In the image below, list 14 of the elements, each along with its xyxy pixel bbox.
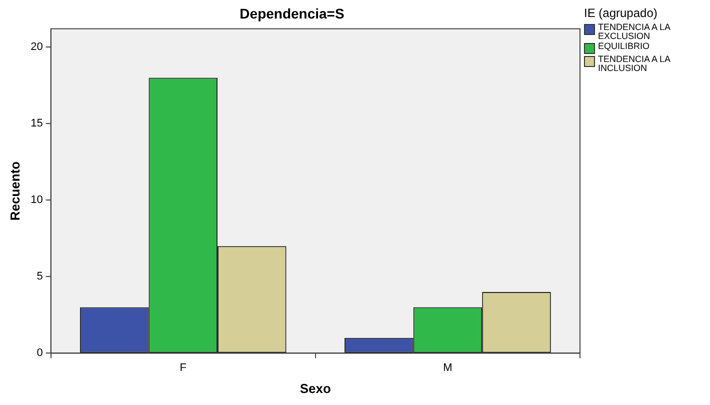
- y-tick-label: 15: [30, 118, 43, 130]
- chart-title: Dependencia=S: [240, 5, 344, 22]
- legend-label: EQUILIBRIO: [598, 41, 650, 51]
- legend-label: TENDENCIA A LA EXCLUSION: [598, 22, 672, 41]
- x-axis-title: Sexo: [300, 380, 332, 396]
- y-axis-title: Recuento: [7, 161, 22, 221]
- y-tick-label: 0: [36, 347, 43, 360]
- x-tick-label: M: [443, 362, 452, 374]
- y-tick-label: 5: [36, 270, 43, 283]
- y-tick-label: 20: [30, 41, 43, 54]
- legend-label: TENDENCIA A LA INCLUSION: [598, 54, 672, 73]
- y-tick-label: 10: [30, 194, 43, 206]
- x-tick-label: F: [180, 362, 187, 374]
- legend-title: IE (agrupado): [584, 6, 658, 20]
